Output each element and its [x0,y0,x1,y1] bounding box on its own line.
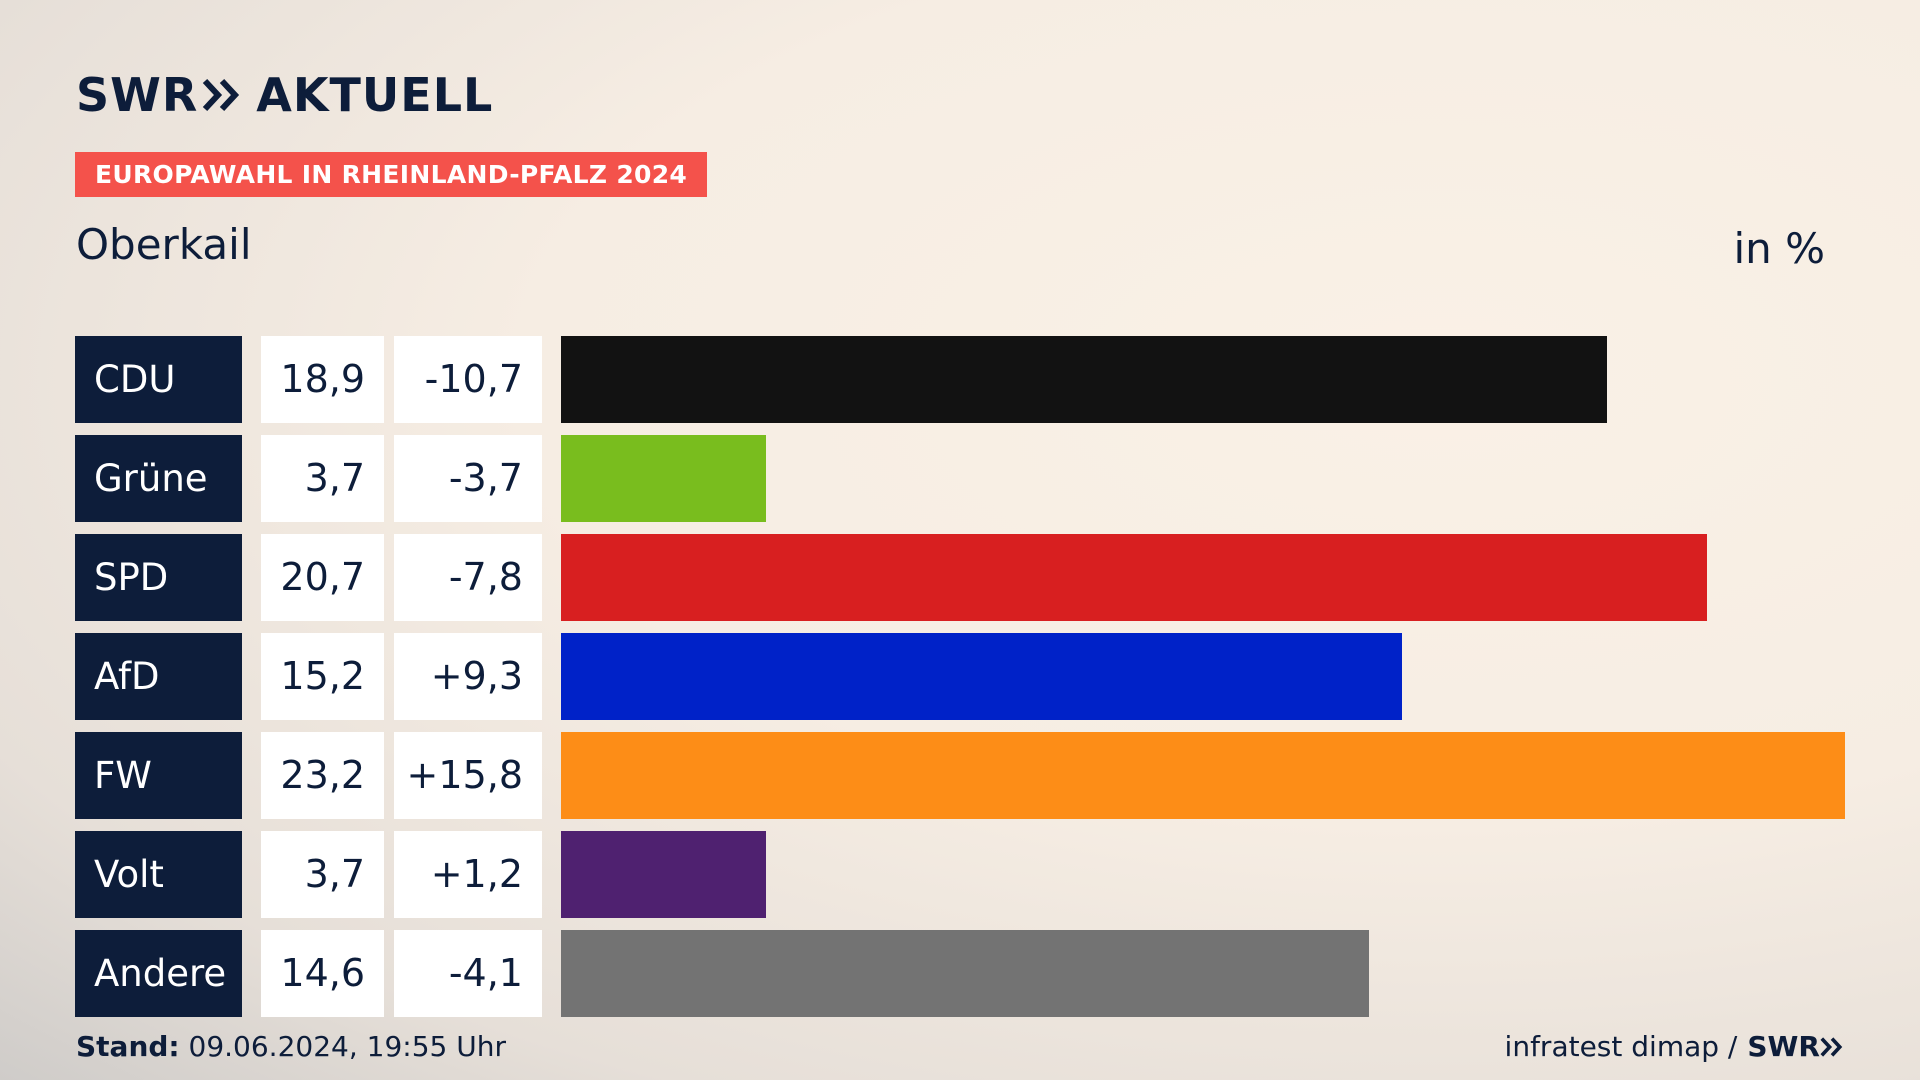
result-bar [561,831,766,918]
result-bar [561,534,1707,621]
result-row: AfD 15,2 +9,3 [75,633,1845,720]
party-label: Andere [75,930,242,1017]
vote-change-value: +15,8 [394,732,542,819]
vote-change-value: -4,1 [394,930,542,1017]
vote-share-value: 20,7 [261,534,384,621]
swr-aktuell-logo: SWR AKTUELL [76,68,493,122]
party-label: CDU [75,336,242,423]
party-label: Grüne [75,435,242,522]
logo-swr-text: SWR [76,68,199,122]
party-label: SPD [75,534,242,621]
result-bar [561,435,766,522]
result-row: Andere 14,6 -4,1 [75,930,1845,1017]
party-label: FW [75,732,242,819]
vote-share-value: 15,2 [261,633,384,720]
swr-small-text: SWR [1747,1030,1820,1063]
election-badge: EUROPAWAHL IN RHEINLAND-PFALZ 2024 [75,152,708,197]
result-row: Grüne 3,7 -3,7 [75,435,1845,522]
chart-title: Oberkail [76,220,252,269]
double-chevron-icon [202,77,242,113]
result-row: SPD 20,7 -7,8 [75,534,1845,621]
result-bar [561,732,1845,819]
stand-label: Stand: [76,1030,180,1063]
vote-share-value: 23,2 [261,732,384,819]
party-label: Volt [75,831,242,918]
logo-aktuell-text: AKTUELL [256,68,494,122]
vote-share-value: 3,7 [261,831,384,918]
result-row: FW 23,2 +15,8 [75,732,1845,819]
result-row: CDU 18,9 -10,7 [75,336,1845,423]
vote-change-value: +1,2 [394,831,542,918]
vote-change-value: -3,7 [394,435,542,522]
source-credit: infratest dimap / SWR [1505,1030,1844,1063]
result-row: Volt 3,7 +1,2 [75,831,1845,918]
swr-small-logo: SWR [1747,1030,1844,1063]
timestamp: Stand: 09.06.2024, 19:55 Uhr [76,1030,506,1063]
result-bar [561,930,1369,1017]
vote-change-value: +9,3 [394,633,542,720]
vote-share-value: 3,7 [261,435,384,522]
result-bar [561,633,1402,720]
small-double-chevron-icon [1820,1036,1843,1057]
source-text: infratest dimap / [1504,1030,1738,1063]
vote-share-value: 18,9 [261,336,384,423]
result-bar [561,336,1607,423]
party-label: AfD [75,633,242,720]
vote-share-value: 14,6 [261,930,384,1017]
stand-value: 09.06.2024, 19:55 Uhr [179,1030,506,1063]
unit-label: in % [1733,224,1825,273]
vote-change-value: -10,7 [394,336,542,423]
vote-change-value: -7,8 [394,534,542,621]
